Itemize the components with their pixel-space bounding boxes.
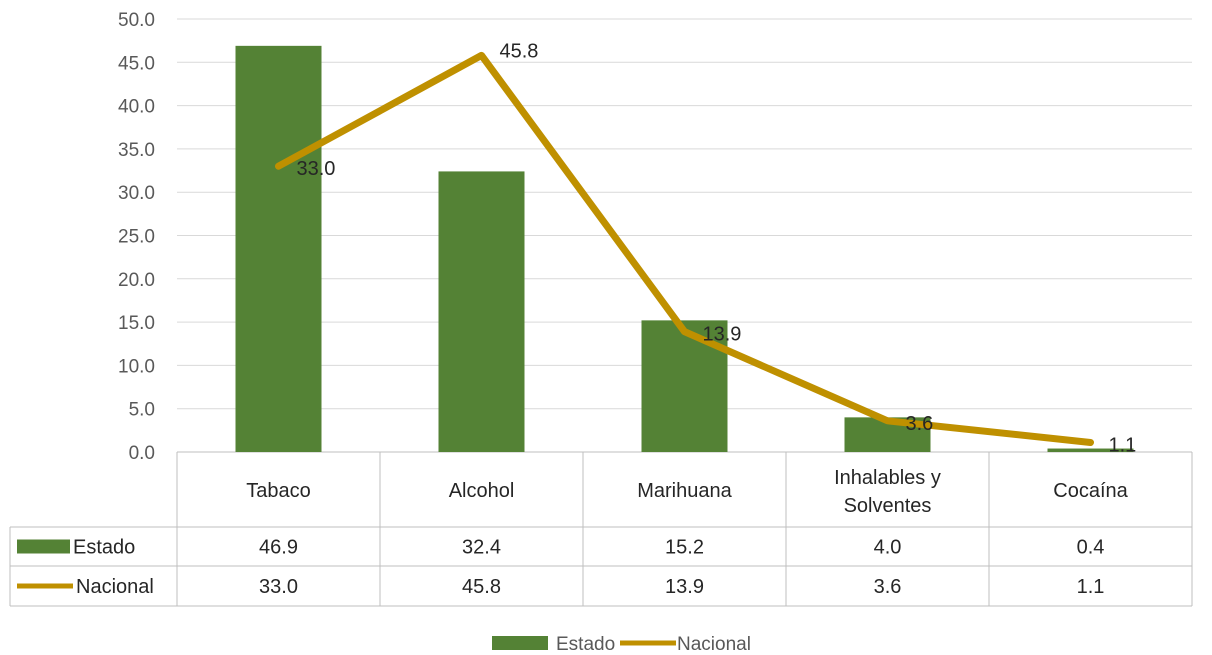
category-label: Alcohol <box>449 480 515 502</box>
legend-label: Estado <box>556 634 615 655</box>
table-cell: 3.6 <box>874 576 902 598</box>
legend-key <box>17 539 70 554</box>
legend-label: Nacional <box>677 634 751 655</box>
table-cell: 13.9 <box>665 576 704 598</box>
data-label: 45.8 <box>500 40 539 62</box>
series-line <box>275 51 1094 446</box>
y-tick-label: 45.0 <box>118 53 155 74</box>
data-label: 33.0 <box>297 158 336 180</box>
y-tick-label: 30.0 <box>118 183 155 204</box>
table-cell: 15.2 <box>665 537 704 559</box>
data-label: 1.1 <box>1109 434 1137 456</box>
y-tick-label: 40.0 <box>118 97 155 118</box>
y-tick-label: 15.0 <box>118 313 155 334</box>
y-tick-label: 50.0 <box>118 10 155 31</box>
category-label: Cocaína <box>1053 480 1128 502</box>
table-cell: 0.4 <box>1077 537 1105 559</box>
bar <box>235 45 322 452</box>
bar <box>438 171 525 452</box>
category-label: Marihuana <box>637 480 732 502</box>
table-cell: 33.0 <box>259 576 298 598</box>
table-cell: 45.8 <box>462 576 501 598</box>
table-cell: 1.1 <box>1077 576 1105 598</box>
y-tick-label: 35.0 <box>118 140 155 161</box>
y-tick-label: 10.0 <box>118 356 155 377</box>
data-label: 13.9 <box>703 324 742 346</box>
y-tick-label: 20.0 <box>118 270 155 291</box>
table-cell: 46.9 <box>259 537 298 559</box>
table-cell: 4.0 <box>874 537 902 559</box>
legend-key <box>492 636 548 650</box>
table-row-label: Estado <box>73 537 135 559</box>
data-label: 3.6 <box>906 413 934 435</box>
category-label: Solventes <box>844 495 932 517</box>
category-label: Inhalables y <box>834 467 941 489</box>
category-label: Tabaco <box>246 480 311 502</box>
y-tick-label: 25.0 <box>118 227 155 248</box>
bar <box>1047 448 1134 452</box>
table-row-label: Nacional <box>76 576 154 598</box>
y-tick-label: 0.0 <box>129 443 155 464</box>
table-cell: 32.4 <box>462 537 501 559</box>
y-tick-label: 5.0 <box>129 400 155 421</box>
